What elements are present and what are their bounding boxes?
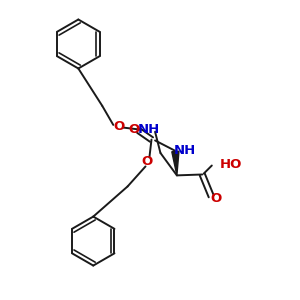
Text: O: O [128, 123, 139, 136]
Polygon shape [172, 151, 179, 175]
Text: NH: NH [137, 124, 160, 136]
Text: NH: NH [174, 144, 196, 158]
Text: HO: HO [220, 158, 242, 171]
Text: O: O [210, 192, 222, 205]
Text: O: O [141, 154, 153, 167]
Text: O: O [113, 120, 124, 133]
